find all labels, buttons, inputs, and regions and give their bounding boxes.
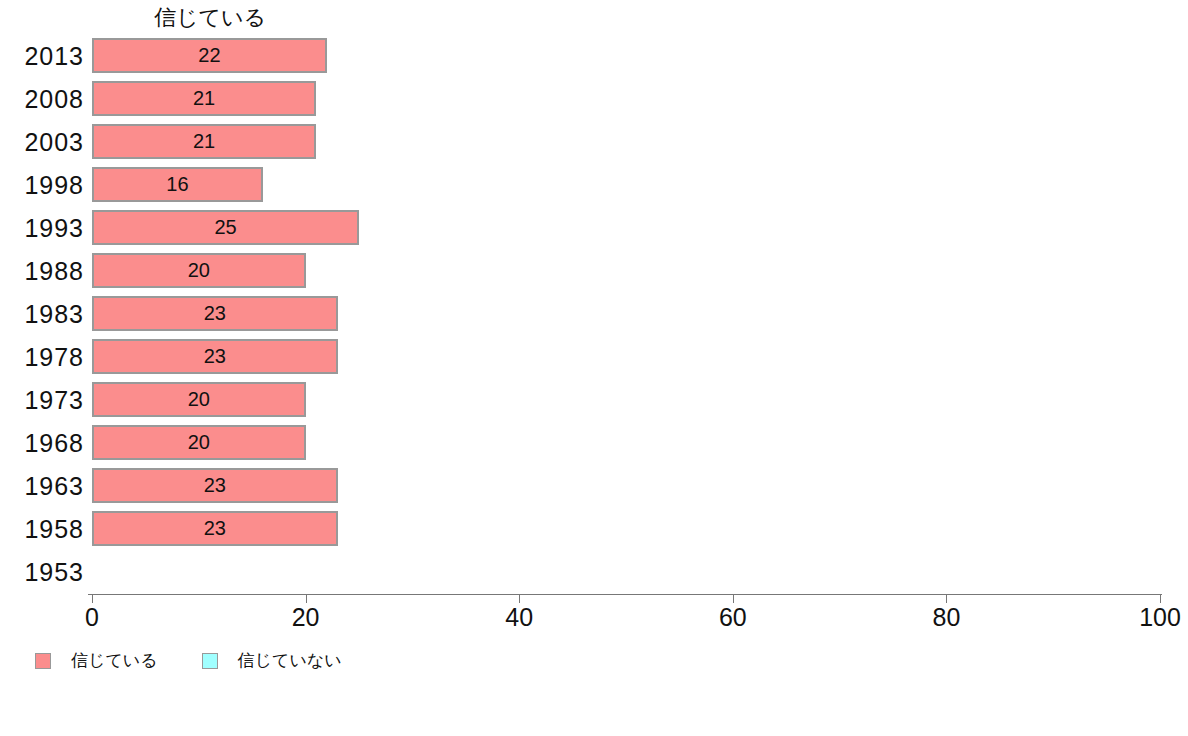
chart-row: 1968 20 bbox=[0, 422, 1188, 465]
legend: 信じている 信じていない bbox=[35, 649, 342, 672]
bar-value-label: 22 bbox=[198, 44, 220, 67]
x-tick-mark bbox=[92, 594, 93, 603]
legend-swatch bbox=[202, 653, 218, 669]
bar[interactable]: 23 bbox=[92, 468, 338, 503]
bar-value-label: 23 bbox=[204, 517, 226, 540]
y-axis-label: 1973 bbox=[0, 379, 84, 422]
chart-row: 1963 23 bbox=[0, 465, 1188, 508]
chart-row: 2013 22 bbox=[0, 35, 1188, 78]
bar-value-label: 16 bbox=[166, 173, 188, 196]
y-axis-label: 2008 bbox=[0, 78, 84, 121]
bar-value-label: 20 bbox=[188, 259, 210, 282]
y-axis-label: 1978 bbox=[0, 336, 84, 379]
chart-row: 1953 bbox=[0, 551, 1188, 594]
y-axis-label: 2003 bbox=[0, 121, 84, 164]
legend-label: 信じていない bbox=[238, 649, 342, 672]
bar-value-label: 25 bbox=[214, 216, 236, 239]
chart-row: 1998 16 bbox=[0, 164, 1188, 207]
bar[interactable]: 16 bbox=[92, 167, 263, 202]
chart-row: 1978 23 bbox=[0, 336, 1188, 379]
y-axis-label: 1963 bbox=[0, 465, 84, 508]
x-tick-mark bbox=[946, 594, 947, 603]
legend-item[interactable]: 信じている bbox=[35, 649, 158, 672]
bar-value-label: 23 bbox=[204, 345, 226, 368]
bar[interactable]: 21 bbox=[92, 81, 316, 116]
chart-row: 2003 21 bbox=[0, 121, 1188, 164]
x-tick-label: 80 bbox=[901, 603, 991, 632]
chart-row: 1983 23 bbox=[0, 293, 1188, 336]
chart-row: 1988 20 bbox=[0, 250, 1188, 293]
y-axis-label: 1998 bbox=[0, 164, 84, 207]
x-axis-line bbox=[88, 594, 1162, 595]
x-tick-label: 100 bbox=[1115, 603, 1188, 632]
y-axis-label: 1953 bbox=[0, 551, 84, 594]
bar-value-label: 21 bbox=[193, 130, 215, 153]
bar[interactable]: 21 bbox=[92, 124, 316, 159]
y-axis-label: 1988 bbox=[0, 250, 84, 293]
y-axis-label: 2013 bbox=[0, 35, 84, 78]
bar[interactable]: 22 bbox=[92, 38, 327, 73]
plot-area: 2013 22 2008 21 2003 21 1998 16 1993 25 1988 20 1983… bbox=[0, 35, 1188, 594]
x-tick-mark bbox=[306, 594, 307, 603]
bar-chart: 信じている 2013 22 2008 21 2003 21 1998 16 1993 25 1988… bbox=[0, 0, 1188, 736]
bar-value-label: 23 bbox=[204, 302, 226, 325]
x-tick-mark bbox=[733, 594, 734, 603]
y-axis-label: 1983 bbox=[0, 293, 84, 336]
bar[interactable]: 25 bbox=[92, 210, 359, 245]
bar[interactable]: 23 bbox=[92, 339, 338, 374]
chart-row: 1973 20 bbox=[0, 379, 1188, 422]
x-tick-label: 0 bbox=[47, 603, 137, 632]
y-axis-label: 1968 bbox=[0, 422, 84, 465]
bar[interactable]: 20 bbox=[92, 253, 306, 288]
x-tick-mark bbox=[1160, 594, 1161, 603]
x-tick-label: 40 bbox=[474, 603, 564, 632]
bar-value-label: 20 bbox=[188, 431, 210, 454]
bar[interactable]: 20 bbox=[92, 425, 306, 460]
chart-row: 1993 25 bbox=[0, 207, 1188, 250]
chart-title: 信じている bbox=[92, 3, 328, 33]
bar-value-label: 23 bbox=[204, 474, 226, 497]
bar[interactable]: 20 bbox=[92, 382, 306, 417]
x-tick-mark bbox=[519, 594, 520, 603]
bar-value-label: 21 bbox=[193, 87, 215, 110]
legend-swatch bbox=[35, 653, 51, 669]
bar[interactable]: 23 bbox=[92, 511, 338, 546]
chart-row: 1958 23 bbox=[0, 508, 1188, 551]
bar-value-label: 20 bbox=[188, 388, 210, 411]
legend-label: 信じている bbox=[71, 649, 158, 672]
x-tick-label: 60 bbox=[688, 603, 778, 632]
x-tick-label: 20 bbox=[261, 603, 351, 632]
bar[interactable]: 23 bbox=[92, 296, 338, 331]
y-axis-label: 1993 bbox=[0, 207, 84, 250]
chart-row: 2008 21 bbox=[0, 78, 1188, 121]
y-axis-label: 1958 bbox=[0, 508, 84, 551]
legend-item[interactable]: 信じていない bbox=[202, 649, 342, 672]
